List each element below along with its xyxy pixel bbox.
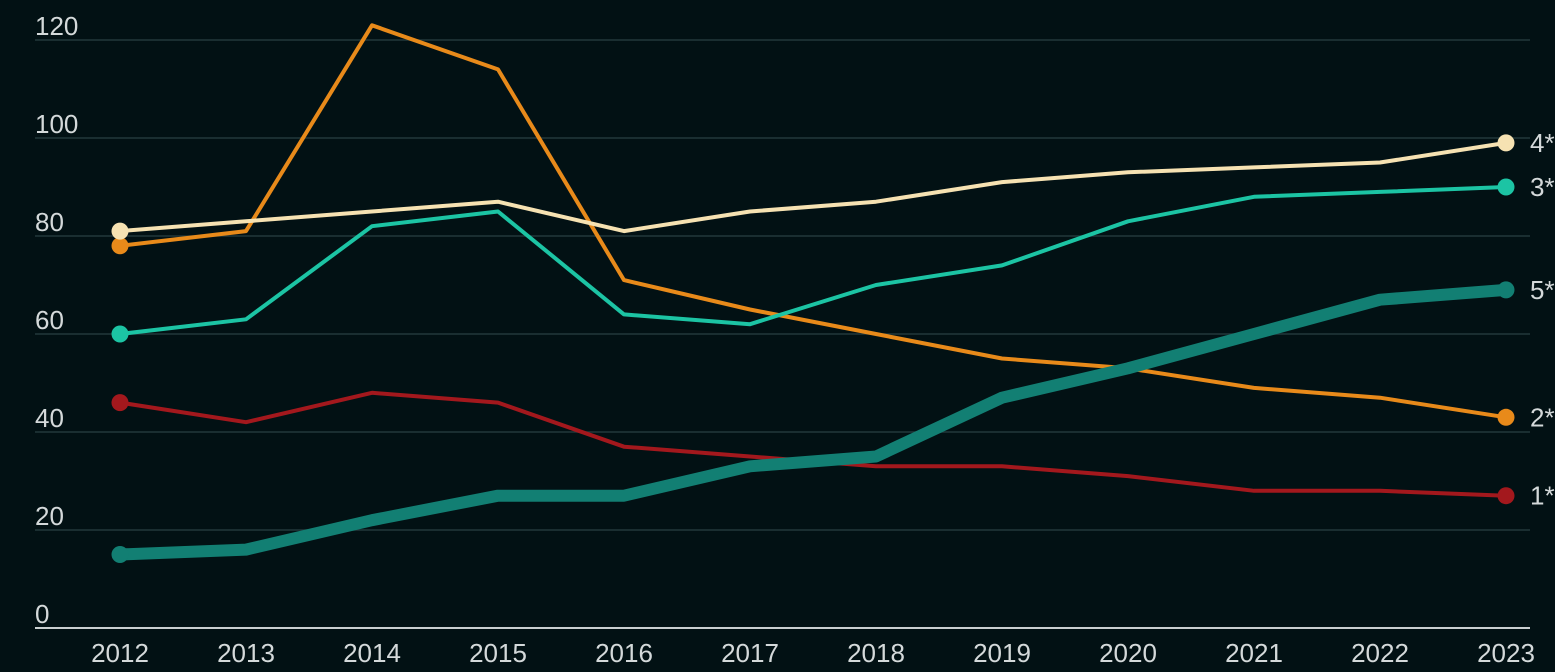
x-tick-label: 2016 (595, 638, 653, 668)
x-tick-label: 2022 (1351, 638, 1409, 668)
grid-lines (35, 39, 1530, 531)
x-tick-label: 2023 (1477, 638, 1535, 668)
series-start-marker (111, 237, 129, 255)
series-end-marker (1497, 408, 1515, 426)
series-end-markers (111, 134, 1515, 563)
y-tick-label: 20 (35, 501, 64, 531)
series-line-4 (118, 140, 1508, 234)
x-tick-label: 2020 (1099, 638, 1157, 668)
series-end-marker (1497, 178, 1515, 196)
x-tick-label: 2018 (847, 638, 905, 668)
y-axis-tick-labels: 0 20 40 60 80 100 120 (35, 11, 78, 629)
y-tick-label: 80 (35, 207, 64, 237)
x-tick-label: 2015 (469, 638, 527, 668)
x-tick-label: 2017 (721, 638, 779, 668)
series-start-marker (111, 546, 129, 563)
x-axis-tick-labels: 2012 2013 2014 2015 2016 2017 2018 2019 2020 2021… (91, 638, 1535, 668)
y-tick-label: 60 (35, 305, 64, 335)
series-lines (114, 23, 1512, 561)
series-start-marker (111, 222, 129, 240)
series-end-marker (1497, 134, 1515, 152)
x-tick-label: 2013 (217, 638, 275, 668)
y-tick-label: 40 (35, 403, 64, 433)
y-tick-label: 120 (35, 11, 78, 41)
series-label: 2* (1530, 402, 1555, 432)
series-start-marker (111, 325, 129, 343)
series-line-5 (114, 283, 1512, 561)
series-end-marker (1497, 281, 1515, 299)
x-tick-label: 2014 (343, 638, 401, 668)
x-tick-label: 2012 (91, 638, 149, 668)
y-tick-label: 100 (35, 109, 78, 139)
series-line-3 (118, 185, 1508, 336)
series-label: 4* (1530, 128, 1555, 158)
series-line-2 (118, 23, 1508, 420)
y-tick-label: 0 (35, 599, 49, 629)
series-label: 1* (1530, 481, 1555, 511)
x-tick-label: 2021 (1225, 638, 1283, 668)
series-line-1 (118, 390, 1508, 498)
series-end-marker (1497, 487, 1515, 505)
series-label: 3* (1530, 172, 1555, 202)
x-tick-label: 2019 (973, 638, 1031, 668)
series-label: 5* (1530, 275, 1555, 305)
series-end-labels: 1* 2* 3* 4* 5* (1530, 128, 1555, 511)
series-start-marker (111, 394, 129, 412)
